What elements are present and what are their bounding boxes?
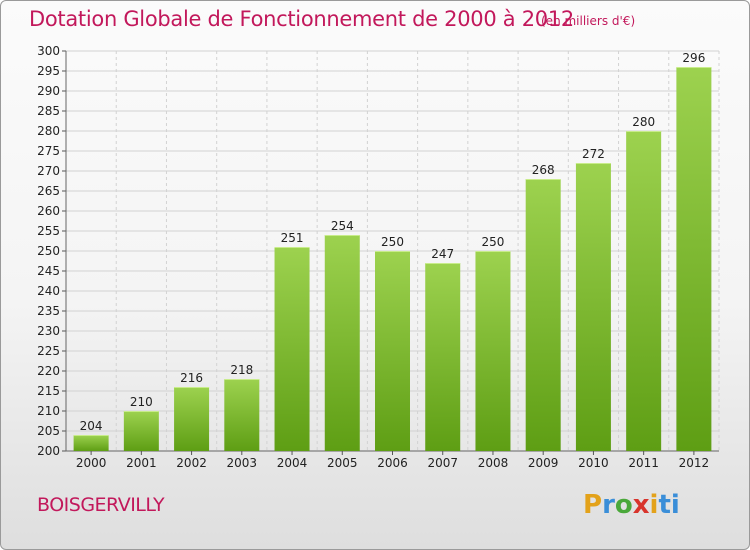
y-tick-label: 210: [37, 404, 60, 418]
y-tick-label: 290: [37, 84, 60, 98]
logo-letter: r: [602, 490, 615, 520]
y-tick-label: 250: [37, 244, 60, 258]
axes: 200 205 210 215 220 225 230 235 240 245 250 255 260 2…: [37, 44, 719, 470]
y-tick-label: 300: [37, 44, 60, 58]
bar: [174, 387, 210, 451]
data-label: 272: [582, 147, 605, 161]
data-label: 280: [632, 115, 655, 129]
x-tick-label: 2005: [327, 456, 358, 470]
bar: [626, 131, 662, 451]
x-tick-label: 2000: [76, 456, 107, 470]
bar: [425, 263, 461, 451]
y-tick-label: 255: [37, 224, 60, 238]
x-tick-label: 2012: [679, 456, 710, 470]
bar: [575, 163, 611, 451]
data-label: 218: [230, 363, 253, 377]
x-tick-label: 2004: [277, 456, 308, 470]
data-label: 216: [180, 371, 203, 385]
y-tick-label: 260: [37, 204, 60, 218]
y-tick-label: 205: [37, 424, 60, 438]
y-tick-label: 215: [37, 384, 60, 398]
y-tick-label: 245: [37, 264, 60, 278]
y-tick-label: 235: [37, 304, 60, 318]
x-tick-label: 2006: [377, 456, 408, 470]
bar: [274, 247, 310, 451]
y-tick-label: 225: [37, 344, 60, 358]
proxiti-logo[interactable]: Proxiti: [583, 490, 680, 520]
y-tick-label: 270: [37, 164, 60, 178]
bar: [224, 379, 260, 451]
bar: [375, 251, 410, 451]
commune-name: BOISGERVILLY: [37, 494, 165, 516]
x-tick-label: 2009: [528, 456, 559, 470]
data-label: 250: [482, 235, 505, 249]
data-label: 210: [130, 395, 153, 409]
data-label: 268: [532, 163, 555, 177]
x-tick-label: 2011: [628, 456, 659, 470]
y-tick-label: 265: [37, 184, 60, 198]
x-tick-label: 2003: [227, 456, 258, 470]
y-tick-label: 230: [37, 324, 60, 338]
data-label: 250: [381, 235, 404, 249]
y-tick-label: 220: [37, 364, 60, 378]
y-tick-label: 200: [37, 444, 60, 458]
y-tick-label: 295: [37, 64, 60, 78]
y-tick-label: 240: [37, 284, 60, 298]
y-tick-label: 280: [37, 124, 60, 138]
logo-letter: ti: [658, 490, 680, 520]
logo-letter: x: [632, 490, 650, 520]
chart-subtitle: (en milliers d'€): [541, 14, 636, 28]
x-tick-label: 2007: [427, 456, 458, 470]
bar: [73, 435, 109, 451]
x-tick-label: 2001: [126, 456, 157, 470]
chart-title: Dotation Globale de Fonctionnement de 20…: [29, 7, 574, 31]
data-label: 204: [80, 419, 103, 433]
bar: [123, 411, 159, 451]
logo-letter: P: [583, 490, 603, 520]
logo-letter: o: [614, 490, 633, 520]
bars: 204 210 216 218 251 254 250 247 250 268 272 280 296: [73, 51, 712, 451]
bar: [676, 67, 712, 451]
data-label: 251: [281, 231, 304, 245]
bar: [475, 251, 511, 451]
data-label: 247: [431, 247, 454, 261]
x-tick-label: 2010: [578, 456, 609, 470]
y-tick-label: 275: [37, 144, 60, 158]
data-label: 296: [682, 51, 705, 65]
data-label: 254: [331, 219, 354, 233]
y-tick-label: 285: [37, 104, 60, 118]
x-tick-label: 2008: [478, 456, 509, 470]
bar: [324, 235, 360, 451]
bar: [525, 179, 561, 451]
x-tick-label: 2002: [176, 456, 207, 470]
logo-letter: i: [649, 490, 659, 520]
